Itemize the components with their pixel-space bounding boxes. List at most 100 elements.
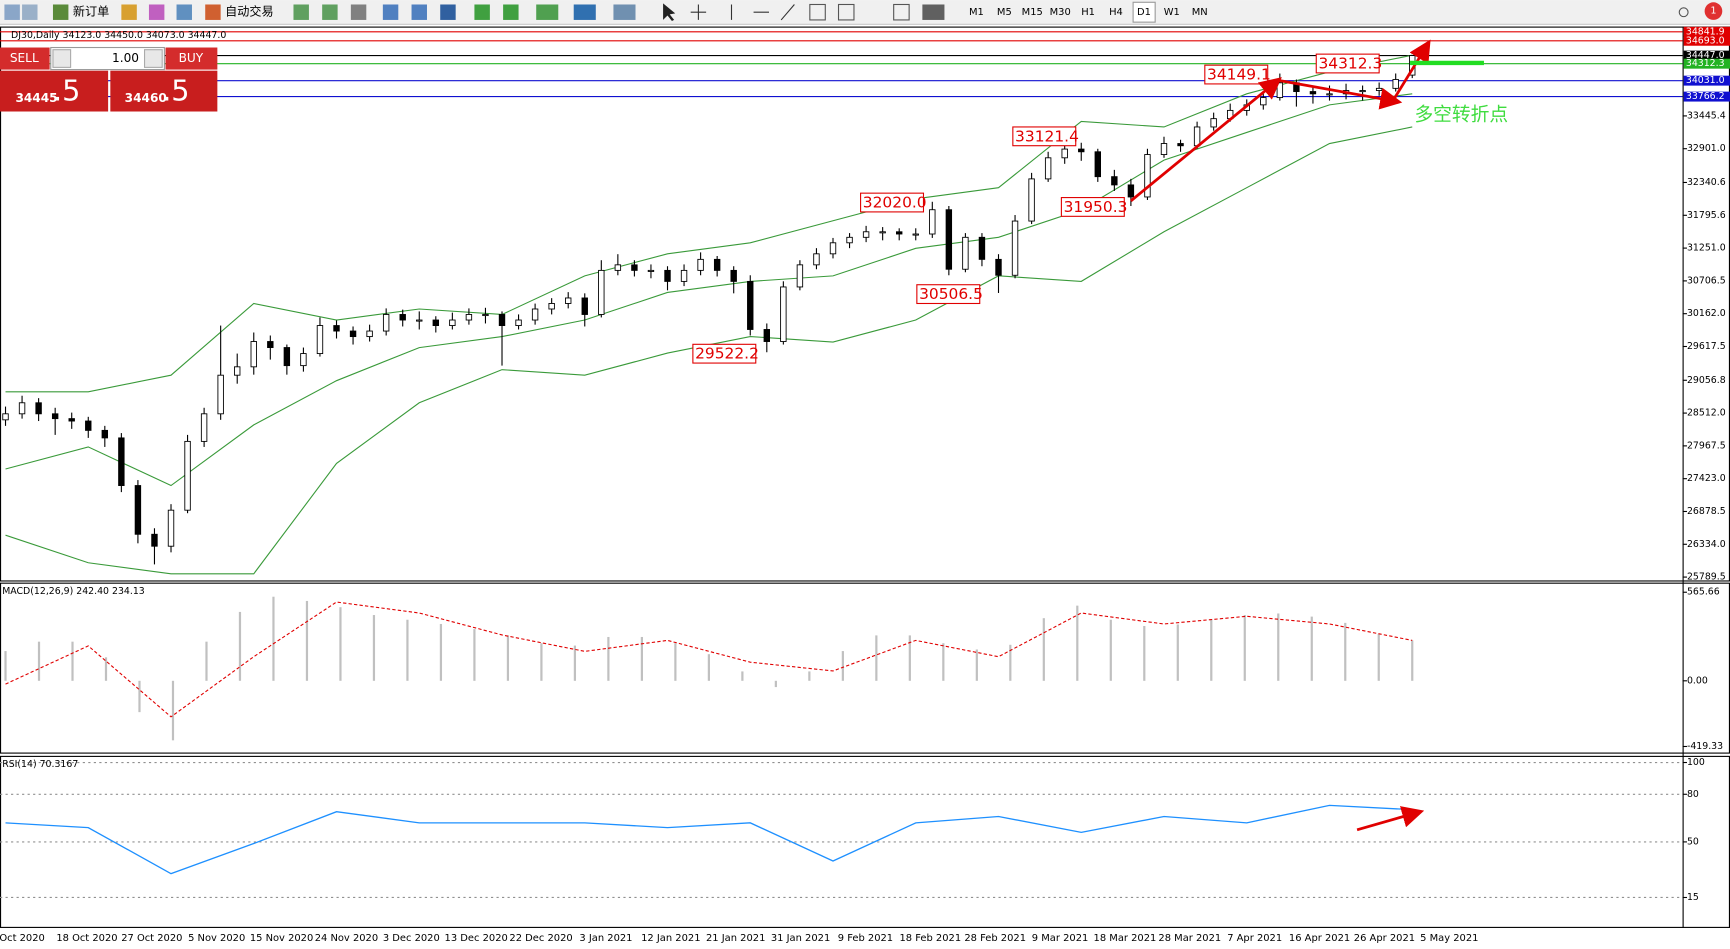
annotation: 30506.5 <box>919 285 983 303</box>
timeframe[interactable]: M15 <box>1022 7 1043 18</box>
icon[interactable] <box>176 4 192 20</box>
candle-body <box>978 236 986 260</box>
lots-value[interactable]: 1.00 <box>112 51 139 65</box>
timeframe[interactable]: MN <box>1192 7 1208 18</box>
y-tick-label: 100 <box>1687 757 1705 768</box>
candle-body <box>316 325 324 355</box>
cursor-tool[interactable] <box>663 3 676 22</box>
candle-body <box>1044 157 1052 180</box>
icon[interactable] <box>922 4 945 20</box>
buy-button[interactable] <box>165 47 218 70</box>
icon[interactable] <box>22 4 38 20</box>
y-tick-label: 31251.0 <box>1687 243 1726 254</box>
y-tick-label: 29056.8 <box>1687 375 1726 386</box>
sell-button[interactable] <box>0 47 50 70</box>
y-tick-label: 25789.5 <box>1687 572 1726 583</box>
timeframe[interactable]: M5 <box>997 7 1012 18</box>
new-order[interactable]: 新订单 <box>73 4 109 19</box>
x-tick-label: 3 Dec 2020 <box>383 933 440 944</box>
candle-body <box>1193 126 1201 147</box>
icon[interactable] <box>536 4 559 20</box>
y-tick-label: 50 <box>1687 836 1699 847</box>
timeframe[interactable]: H1 <box>1081 7 1095 18</box>
line-tools[interactable] <box>730 4 795 21</box>
candle-body <box>581 297 588 315</box>
icon[interactable] <box>322 4 338 20</box>
price-frame <box>0 26 1730 582</box>
icon[interactable] <box>809 3 826 21</box>
timeframe[interactable]: W1 <box>1164 7 1180 18</box>
macd-bar <box>1176 624 1179 681</box>
buy-price-box[interactable] <box>110 70 218 112</box>
candle-body <box>300 353 307 367</box>
timeframe[interactable]: M30 <box>1050 7 1071 18</box>
macd-bar <box>540 643 543 681</box>
tf-selected <box>1132 1 1156 23</box>
sell-price[interactable]: 34445 <box>15 91 57 105</box>
level-tag-label: 34447.0 <box>1686 50 1725 61</box>
candle-body <box>498 314 506 327</box>
icon[interactable] <box>474 4 490 20</box>
annotation-box <box>1204 64 1269 85</box>
macd-bar <box>104 657 108 681</box>
level-tag-label: 34031.0 <box>1686 75 1725 86</box>
annotation-box <box>1012 126 1077 147</box>
icon[interactable] <box>503 4 519 20</box>
candle-body <box>399 314 406 321</box>
buy-price-frac[interactable]: .5 <box>162 74 189 108</box>
spin-down[interactable] <box>52 49 72 68</box>
candle-body <box>283 347 291 367</box>
timeframe[interactable]: H4 <box>1109 7 1123 18</box>
icon[interactable] <box>4 4 20 20</box>
candle-body <box>1210 118 1217 128</box>
candle-body <box>101 429 109 439</box>
search[interactable] <box>1678 7 1689 18</box>
y-tick-label: 30162.0 <box>1687 308 1726 319</box>
sell-label[interactable]: SELL <box>10 51 39 65</box>
icon[interactable] <box>411 4 427 20</box>
icon[interactable] <box>293 4 309 20</box>
icon[interactable] <box>440 4 456 20</box>
x-tick-label: 18 Mar 2021 <box>1094 933 1157 944</box>
macd-bar <box>238 611 242 681</box>
icon[interactable] <box>121 4 137 20</box>
arrow <box>1391 39 1431 103</box>
spin-up[interactable] <box>143 49 163 68</box>
icon[interactable] <box>382 4 399 20</box>
sell-price-frac[interactable]: .5 <box>53 74 80 108</box>
x-tick-label: Oct 2020 <box>0 933 45 944</box>
candle-body <box>1160 143 1168 155</box>
overlay: 多空转折点 SELL 1.00 BUY 34445 .5 34460 .5 <box>0 39 1508 832</box>
sell-price-box[interactable] <box>0 70 109 112</box>
icon[interactable] <box>52 4 69 20</box>
icon[interactable] <box>837 3 855 21</box>
buy-price[interactable]: 34460 <box>125 91 167 105</box>
buy-label[interactable]: BUY <box>179 51 204 65</box>
macd-bar <box>1042 618 1045 681</box>
candle-body <box>697 258 704 271</box>
icon[interactable] <box>573 4 596 20</box>
icon[interactable] <box>148 4 165 20</box>
x-tick-label: 5 May 2021 <box>1420 933 1478 944</box>
candle-body <box>1144 154 1151 198</box>
timeframe[interactable]: M1 <box>969 7 984 18</box>
macd-bar <box>707 654 710 681</box>
timeframe[interactable]: D1 <box>1137 7 1151 18</box>
lots-input[interactable] <box>50 46 165 71</box>
candle-body <box>68 418 75 422</box>
level-tag <box>1683 26 1730 37</box>
icon[interactable] <box>205 4 221 20</box>
crosshair-tool[interactable] <box>690 4 707 20</box>
notification-badge[interactable] <box>1704 2 1723 20</box>
icon[interactable] <box>893 3 910 21</box>
candle-body <box>1359 90 1366 93</box>
auto-trading[interactable]: 自动交易 <box>225 4 274 19</box>
icon[interactable] <box>350 4 367 20</box>
x-tick-label: 16 Apr 2021 <box>1289 933 1350 944</box>
macd-bar <box>406 619 409 681</box>
macd-bar <box>1243 615 1246 681</box>
macd-bar <box>942 643 945 681</box>
icon[interactable] <box>613 4 636 20</box>
macd-bar <box>1210 618 1213 681</box>
macd-bar <box>1076 605 1079 681</box>
